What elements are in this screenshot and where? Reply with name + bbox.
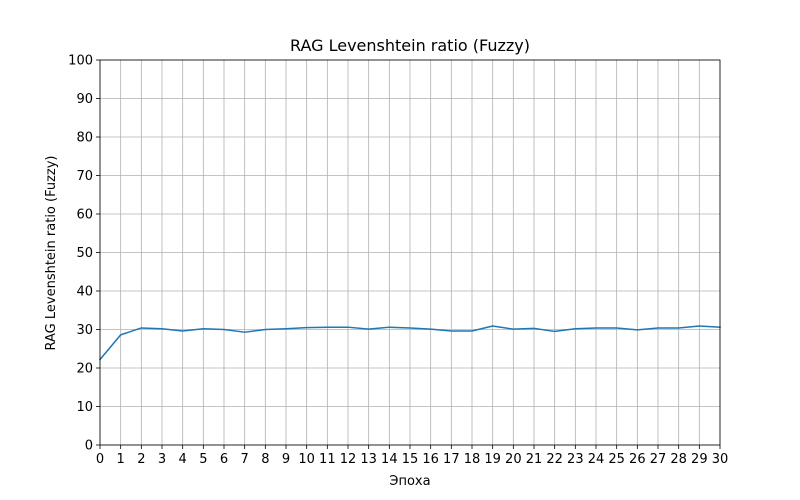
x-tick-label: 25 xyxy=(608,452,625,467)
y-axis-title: RAG Levenshtein ratio (Fuzzy) xyxy=(44,155,59,350)
x-tick-label: 0 xyxy=(96,452,104,467)
x-tick-label: 6 xyxy=(220,452,228,467)
x-tick-label: 4 xyxy=(179,452,187,467)
x-tick-label: 29 xyxy=(691,452,708,467)
x-tick-label: 14 xyxy=(381,452,398,467)
x-tick-label: 24 xyxy=(588,452,605,467)
x-tick-label: 7 xyxy=(241,452,249,467)
y-tick-label: 0 xyxy=(85,439,93,454)
x-tick-label: 26 xyxy=(629,452,646,467)
y-tick-label: 70 xyxy=(76,169,93,184)
x-tick-label: 3 xyxy=(158,452,166,467)
y-tick-label: 50 xyxy=(76,246,93,261)
x-tick-label: 5 xyxy=(199,452,207,467)
x-tick-label: 23 xyxy=(567,452,584,467)
x-tick-label: 8 xyxy=(261,452,269,467)
x-tick-label: 22 xyxy=(546,452,563,467)
x-tick-label: 20 xyxy=(505,452,522,467)
y-tick-label: 10 xyxy=(76,400,93,415)
x-tick-label: 11 xyxy=(319,452,336,467)
ticks: 0 1 2 3 4 5 6 7 8 9 10 11 12 13 14 15 16 17 18 19 20 21 22 23 24… xyxy=(68,54,728,468)
x-tick-label: 10 xyxy=(298,452,315,467)
x-tick-label: 30 xyxy=(712,452,729,467)
y-tick-label: 100 xyxy=(68,54,93,69)
y-tick-label: 80 xyxy=(76,131,93,146)
x-tick-label: 19 xyxy=(484,452,501,467)
x-tick-label: 17 xyxy=(443,452,460,467)
x-tick-label: 12 xyxy=(340,452,357,467)
x-tick-label: 13 xyxy=(360,452,377,467)
y-tick-label: 30 xyxy=(76,323,93,338)
grid xyxy=(99,59,721,446)
y-tick-label: 90 xyxy=(76,92,93,107)
x-tick-label: 28 xyxy=(670,452,687,467)
x-tick-label: 16 xyxy=(422,452,439,467)
x-tick-label: 18 xyxy=(464,452,481,467)
y-tick-label: 60 xyxy=(76,208,93,223)
x-tick-label: 1 xyxy=(117,452,125,467)
x-tick-label: 21 xyxy=(526,452,543,467)
x-tick-label: 9 xyxy=(282,452,290,467)
series-layer xyxy=(98,325,721,361)
chart-title: RAG Levenshtein ratio (Fuzzy) xyxy=(290,36,530,55)
y-tick-label: 40 xyxy=(76,285,93,300)
x-axis-title: Эпоха xyxy=(389,474,430,489)
x-tick-label: 15 xyxy=(402,452,419,467)
x-tick-label: 27 xyxy=(650,452,667,467)
x-tick-label: 2 xyxy=(137,452,145,467)
y-tick-label: 20 xyxy=(76,362,93,377)
